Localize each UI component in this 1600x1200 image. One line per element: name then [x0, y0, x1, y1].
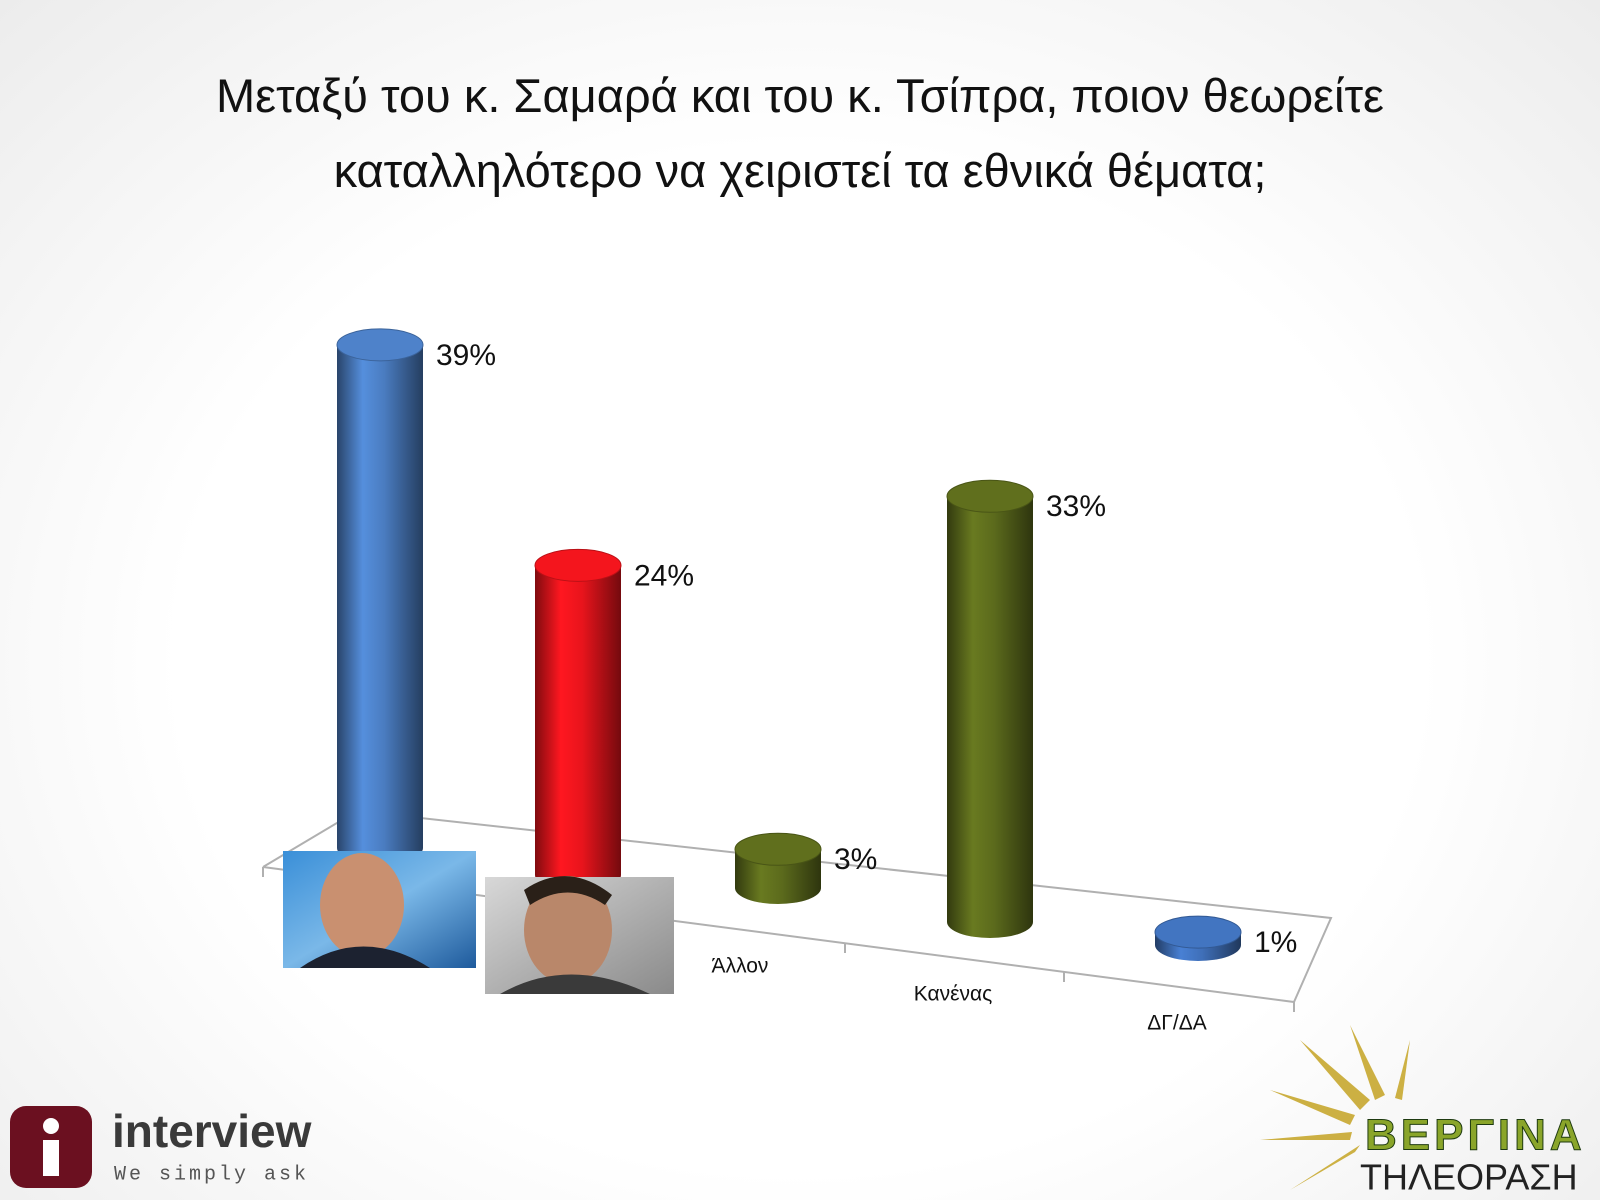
vergina-logo: ΒΕΡΓΙΝΑ ΤΗΛΕΟΡΑΣΗ [1260, 1025, 1586, 1198]
bar-top [946, 479, 1034, 513]
bar-top [336, 328, 424, 362]
photos [283, 851, 674, 994]
bar-top [734, 832, 822, 866]
interview-logo: interview We simply ask [10, 1105, 312, 1188]
data-label: 24% [634, 559, 694, 592]
logo-text: ΤΗΛΕΟΡΑΣΗ [1360, 1157, 1578, 1198]
logo-text: ΒΕΡΓΙΝΑ [1365, 1111, 1586, 1160]
bar [337, 344, 423, 848]
data-label: 1% [1254, 926, 1297, 959]
bar [947, 496, 1033, 922]
data-label: 33% [1046, 490, 1106, 523]
data-label: 3% [834, 843, 877, 876]
x-tick-label: Κανένας [914, 983, 993, 1006]
x-tick-label: Άλλον [712, 955, 769, 978]
x-tick-label: ΔΓ/ΔΑ [1147, 1012, 1206, 1035]
bar-top [1154, 915, 1242, 949]
chart-title: Μεταξύ του κ. Σαμαρά και του κ. Τσίπρα, … [216, 69, 1384, 197]
data-label: 39% [436, 339, 496, 372]
logo-text: interview [112, 1105, 312, 1157]
bar [535, 565, 621, 875]
logo-tagline: We simply ask [114, 1163, 309, 1186]
bar-top [534, 548, 622, 582]
